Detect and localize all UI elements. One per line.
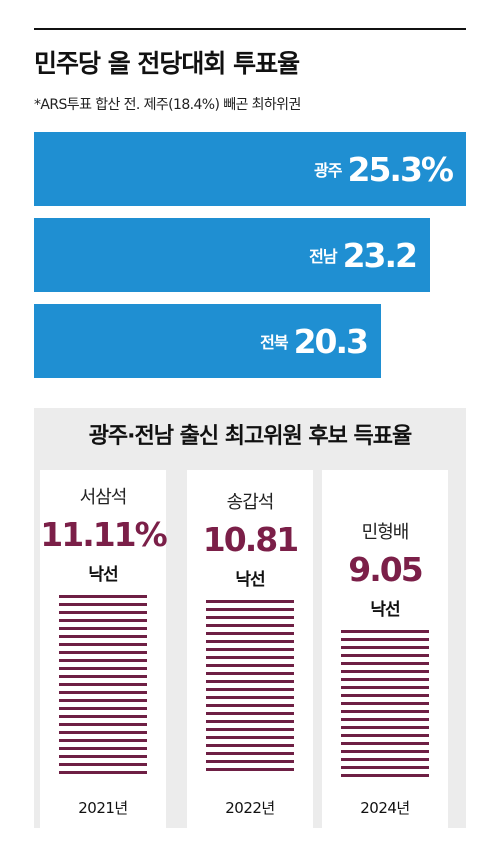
vote-share-bar: [206, 600, 294, 782]
bar-stripe: [59, 771, 147, 774]
bar-stripe: [59, 651, 147, 654]
bar-stripe: [341, 774, 429, 777]
turnout-value-label: 25.3%: [347, 149, 454, 189]
candidate-name: 송갑석: [226, 492, 275, 513]
vote-share-bar: [59, 595, 147, 782]
panel-title: 광주·전남 출신 최고위원 후보 득표율: [88, 424, 413, 449]
bar-stripe: [206, 680, 294, 683]
turnout-bar-label: 전북 20.3: [260, 304, 369, 378]
bar-stripe: [206, 624, 294, 627]
bar-stripe: [206, 768, 294, 771]
bar-stripe: [206, 656, 294, 659]
bar-stripe: [206, 704, 294, 707]
bar-stripe: [59, 683, 147, 686]
turnout-region-label: 광주: [314, 161, 342, 180]
bar-stripe: [59, 723, 147, 726]
bar-stripe: [59, 667, 147, 670]
bar-stripe: [341, 646, 429, 649]
bar-stripe: [59, 643, 147, 646]
bar-stripe: [341, 758, 429, 761]
result-label: 낙선: [370, 600, 400, 620]
turnout-bar-label: 광주 25.3%: [314, 132, 454, 206]
bar-stripe: [206, 752, 294, 755]
vote-share-label: 9.05: [348, 550, 423, 589]
bar-stripe: [59, 659, 147, 662]
bar-stripe: [341, 670, 429, 673]
bar-stripe: [59, 691, 147, 694]
turnout-bar-label: 전남 23.2: [309, 218, 418, 292]
vote-share-label: 11.11%: [40, 515, 167, 554]
bar-stripe: [341, 638, 429, 641]
bar-stripe: [206, 664, 294, 667]
bar-stripe: [59, 627, 147, 630]
year-label: 2021년: [78, 799, 128, 817]
candidate-name: 민형배: [361, 522, 410, 543]
vote-share-bar: [341, 630, 429, 782]
bar-stripe: [206, 712, 294, 715]
bar-stripe: [206, 744, 294, 747]
bar-stripe: [341, 734, 429, 737]
bar-stripe: [206, 632, 294, 635]
turnout-bar-전남: 전남 23.2: [34, 218, 430, 292]
bar-stripe: [59, 635, 147, 638]
bar-stripe: [341, 750, 429, 753]
bar-stripe: [341, 686, 429, 689]
turnout-region-label: 전북: [260, 333, 288, 352]
year-label: 2022년: [225, 799, 275, 817]
bar-stripe: [206, 688, 294, 691]
bar-stripe: [206, 728, 294, 731]
bar-stripe: [59, 731, 147, 734]
bar-stripe: [206, 608, 294, 611]
bar-stripe: [341, 694, 429, 697]
turnout-value-label: 20.3: [293, 321, 369, 361]
bar-stripe: [206, 600, 294, 603]
result-label: 낙선: [235, 570, 265, 590]
bar-stripe: [206, 696, 294, 699]
bar-stripe: [206, 720, 294, 723]
vote-share-label: 10.81: [202, 520, 299, 559]
bar-stripe: [341, 742, 429, 745]
top-rule: [34, 28, 466, 30]
bar-stripe: [206, 648, 294, 651]
bar-stripe: [59, 715, 147, 718]
bar-stripe: [59, 675, 147, 678]
bar-stripe: [59, 747, 147, 750]
bar-stripe: [341, 678, 429, 681]
bar-stripe: [59, 707, 147, 710]
bar-stripe: [59, 603, 147, 606]
bar-stripe: [206, 760, 294, 763]
bar-stripe: [341, 702, 429, 705]
result-label: 낙선: [88, 565, 118, 585]
year-label: 2024년: [360, 799, 410, 817]
turnout-value-label: 23.2: [342, 235, 418, 275]
bar-stripe: [59, 699, 147, 702]
turnout-bar-광주: 광주 25.3%: [34, 132, 466, 206]
bar-stripe: [59, 763, 147, 766]
bar-stripe: [59, 739, 147, 742]
chart-subtitle: *ARS투표 합산 전. 제주(18.4%) 빼곤 최하위권: [34, 97, 301, 113]
candidate-name: 서삼석: [79, 487, 128, 508]
candidate-column: [40, 470, 166, 828]
bar-stripe: [341, 726, 429, 729]
bar-stripe: [341, 710, 429, 713]
bar-stripe: [341, 718, 429, 721]
turnout-region-label: 전남: [309, 247, 337, 266]
bar-stripe: [59, 595, 147, 598]
bar-stripe: [59, 755, 147, 758]
chart-title: 민주당 올 전당대회 투표율: [34, 49, 300, 78]
bar-stripe: [59, 619, 147, 622]
bar-stripe: [341, 654, 429, 657]
turnout-bar-전북: 전북 20.3: [34, 304, 381, 378]
bar-stripe: [341, 630, 429, 633]
bar-stripe: [341, 662, 429, 665]
bar-stripe: [206, 672, 294, 675]
bar-stripe: [206, 736, 294, 739]
bar-stripe: [206, 640, 294, 643]
bar-stripe: [341, 766, 429, 769]
bar-stripe: [59, 611, 147, 614]
bar-stripe: [206, 616, 294, 619]
